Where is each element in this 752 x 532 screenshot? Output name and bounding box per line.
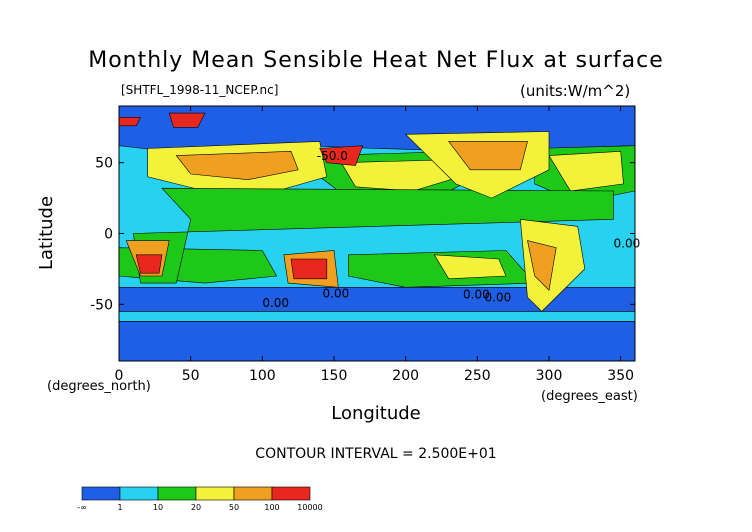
y-tick-label: 0 bbox=[104, 227, 113, 243]
colorbar-label: 100 bbox=[264, 503, 279, 512]
colorbar-swatch bbox=[195, 486, 235, 501]
field-region bbox=[119, 117, 141, 127]
field-region bbox=[340, 159, 461, 192]
contour-interval: CONTOUR INTERVAL = 2.500E+01 bbox=[255, 446, 497, 462]
y-axis-label: Latitude bbox=[36, 195, 57, 271]
chart-title: Monthly Mean Sensible Heat Net Flux at s… bbox=[88, 48, 664, 73]
colorbar-label: 10000 bbox=[297, 503, 322, 512]
colorbar-label: 1 bbox=[117, 503, 122, 512]
colorbar-label: 50 bbox=[229, 503, 239, 512]
field-region bbox=[175, 150, 299, 181]
colorbar-swatch bbox=[119, 486, 159, 501]
field-region bbox=[135, 254, 163, 274]
field-region bbox=[119, 320, 635, 361]
field-region bbox=[448, 141, 528, 171]
x-tick-label: 350 bbox=[607, 368, 634, 384]
x-tick-label: 0 bbox=[115, 368, 124, 384]
field-region bbox=[119, 286, 635, 312]
field-region bbox=[527, 240, 557, 291]
y-tick-label: -50 bbox=[90, 297, 113, 313]
x-tick-label: 100 bbox=[249, 368, 276, 384]
x-tick-label: 200 bbox=[392, 368, 419, 384]
colorbar-swatch bbox=[157, 486, 197, 501]
field-region bbox=[290, 258, 328, 280]
colorbar-label: 10 bbox=[153, 503, 163, 512]
x-tick-label: 250 bbox=[464, 368, 491, 384]
colorbar-label: 20 bbox=[191, 503, 201, 512]
contour-label: -50.0 bbox=[317, 149, 348, 163]
field-region bbox=[119, 311, 635, 322]
contour-labels: -50.00.00 0.000.000.000.00 bbox=[262, 149, 640, 310]
colorbar-swatch bbox=[271, 486, 311, 501]
axis-ticks: 0 50 100 150 200 250 300 350 50 0 -50 bbox=[90, 106, 635, 384]
field-region bbox=[548, 150, 624, 192]
field-region bbox=[319, 145, 364, 166]
contour-label: 0.00 bbox=[463, 288, 490, 302]
contour-label: 0.00 bbox=[323, 286, 350, 300]
colorbar-label: -∞ bbox=[77, 503, 87, 512]
field-region bbox=[168, 112, 206, 128]
colorbar: -∞ 1 10 20 50 100 10000 bbox=[77, 486, 323, 512]
units-label: (units:W/m^2) bbox=[520, 82, 631, 100]
x-tick-label: 50 bbox=[182, 368, 200, 384]
y-tick-label: 50 bbox=[95, 156, 113, 172]
contour-label: 0.00 bbox=[614, 237, 641, 251]
field-region bbox=[433, 254, 507, 280]
x-tick-label: 150 bbox=[321, 368, 348, 384]
contour-label: 0.00 bbox=[262, 296, 289, 310]
y-unit-label: (degrees_north) bbox=[47, 379, 151, 394]
x-tick-label: 300 bbox=[536, 368, 563, 384]
file-name: [SHTFL_1998-11_NCEP.nc] bbox=[121, 83, 279, 97]
colorbar-swatch bbox=[233, 486, 273, 501]
x-unit-label: (degrees_east) bbox=[541, 389, 638, 404]
colorbar-swatch bbox=[81, 486, 121, 501]
flux-map bbox=[119, 106, 635, 361]
x-axis-label: Longitude bbox=[331, 403, 421, 424]
contour-label: 0.00 bbox=[485, 291, 512, 305]
